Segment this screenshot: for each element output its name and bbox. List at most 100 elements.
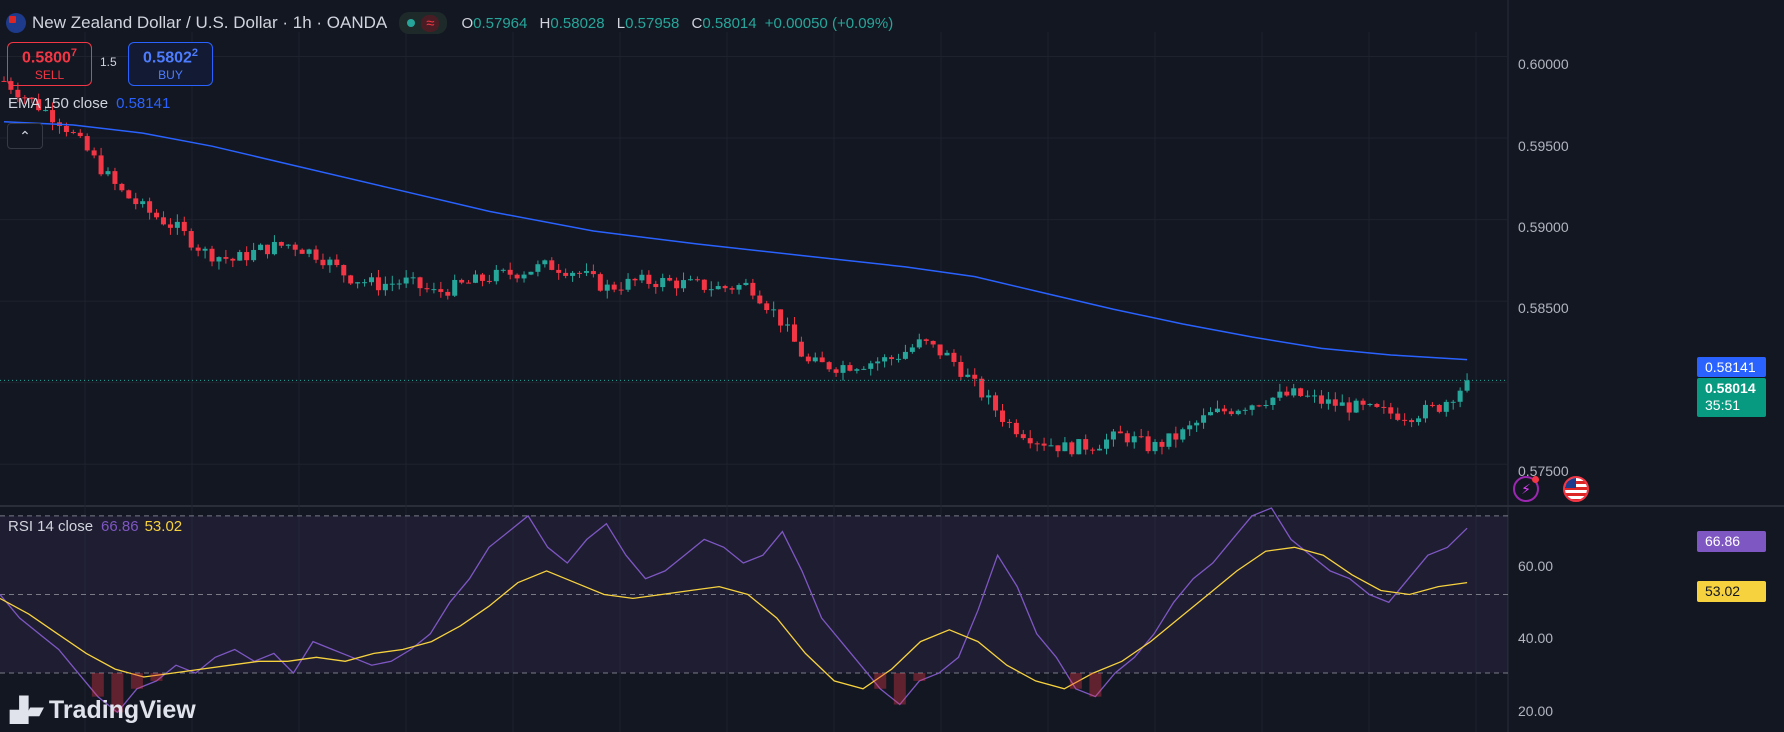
candle-body — [1305, 395, 1311, 397]
candle-body — [625, 278, 631, 290]
candle-body — [70, 131, 76, 133]
us-flag-event-icon[interactable] — [1563, 476, 1589, 502]
lightning-icon[interactable]: ⚡ — [1513, 476, 1539, 502]
candle-body — [854, 369, 860, 371]
candle-body — [244, 252, 250, 261]
buy-label: BUY — [158, 68, 183, 83]
candle-body — [147, 201, 153, 213]
buy-button[interactable]: 0.58022 BUY — [128, 42, 213, 86]
candle-body — [209, 248, 215, 262]
candle-body — [1263, 405, 1269, 407]
high-value: 0.58028 — [550, 14, 605, 32]
candle-body — [660, 277, 666, 288]
candle-body — [1194, 422, 1200, 426]
candle-body — [1277, 391, 1283, 398]
market-status-pill[interactable]: ≈ — [399, 12, 448, 34]
ema-price-badge: 0.58141 — [1697, 357, 1766, 377]
symbol-title[interactable]: New Zealand Dollar / U.S. Dollar · 1h · … — [32, 13, 388, 32]
candle-body — [986, 395, 992, 398]
ema-legend-value: 0.58141 — [116, 95, 171, 112]
candle-body — [840, 365, 846, 373]
candle-body — [1083, 439, 1089, 450]
candle-body — [611, 284, 617, 290]
candle-body — [1152, 441, 1158, 452]
candle-body — [1422, 404, 1428, 419]
candle-body — [1076, 439, 1082, 455]
candle-body — [29, 97, 35, 100]
price-tick: 0.60000 — [1518, 56, 1569, 72]
candle-body — [1284, 391, 1290, 396]
candle-body — [1332, 399, 1338, 406]
candle-body — [701, 279, 707, 290]
rsi-oversold-fill — [130, 673, 143, 689]
candle-body — [1013, 422, 1019, 435]
rsi-oversold-fill — [150, 673, 163, 681]
candle-body — [445, 291, 451, 296]
candle-body — [708, 289, 714, 291]
sell-button[interactable]: 0.58007 SELL — [7, 42, 92, 86]
candle-body — [875, 361, 881, 364]
candle-body — [535, 264, 541, 272]
candle-body — [1443, 401, 1449, 412]
candle-body — [278, 241, 284, 246]
candle-body — [736, 285, 742, 290]
candle-body — [764, 303, 770, 311]
candle-body — [500, 269, 506, 271]
candle-body — [188, 231, 194, 248]
candle-body — [618, 289, 624, 291]
candle-body — [694, 279, 700, 281]
candle-body — [375, 277, 381, 291]
candle-body — [1048, 445, 1054, 447]
candle-body — [119, 183, 125, 191]
open-value: 0.57964 — [473, 14, 528, 32]
candle-body — [43, 110, 49, 112]
candle-body — [105, 171, 111, 175]
rsi-badge: 66.86 — [1697, 531, 1766, 552]
candle-body — [563, 272, 569, 276]
ema-legend[interactable]: EMA 150 close 0.58141 — [8, 95, 170, 112]
rsi-band — [0, 515, 1508, 674]
candle-body — [667, 277, 673, 281]
candle-body — [1097, 448, 1103, 451]
price-tick: 0.59000 — [1518, 219, 1569, 235]
candle-body — [362, 282, 368, 284]
rsi-legend[interactable]: RSI 14 close 66.86 53.02 — [8, 518, 182, 535]
candle-body — [577, 272, 583, 274]
last-price-badge: 0.58014 35:51 — [1697, 378, 1766, 417]
candle-body — [944, 352, 950, 356]
candle-body — [285, 244, 291, 246]
candle-body — [1131, 436, 1137, 443]
candle-body — [306, 249, 312, 254]
candle-body — [327, 259, 333, 266]
candle-body — [805, 356, 811, 362]
collapse-legend-button[interactable]: ⌃ — [7, 123, 43, 149]
ema-line — [3, 120, 1468, 361]
rsi-line — [0, 507, 1468, 714]
tradingview-logo[interactable]: ▟▰ TradingView — [10, 696, 196, 725]
rsi-legend-label: RSI 14 close — [8, 518, 94, 535]
candle-body — [1416, 418, 1422, 423]
candle-body — [1318, 395, 1324, 404]
candle-body — [604, 284, 610, 291]
candle-body — [590, 271, 596, 275]
sell-label: SELL — [34, 68, 65, 83]
candle-body — [674, 280, 680, 289]
candle-body — [528, 271, 534, 275]
market-open-dot-icon — [407, 19, 416, 27]
candle-body — [1117, 431, 1123, 434]
candle-body — [410, 277, 416, 279]
rsi-oversold-fill — [1089, 673, 1102, 697]
candle-body — [1228, 411, 1234, 415]
candle-body — [1429, 404, 1435, 406]
candle-body — [1110, 431, 1116, 440]
candle-body — [251, 249, 257, 261]
candle-body — [632, 278, 638, 281]
candle-body — [202, 248, 208, 251]
candle-body — [868, 363, 874, 369]
candle-body — [389, 283, 395, 285]
candle-body — [230, 258, 236, 261]
chart-header: New Zealand Dollar / U.S. Dollar · 1h · … — [6, 12, 893, 34]
candle-body — [1104, 439, 1109, 449]
candle-body — [98, 155, 104, 175]
